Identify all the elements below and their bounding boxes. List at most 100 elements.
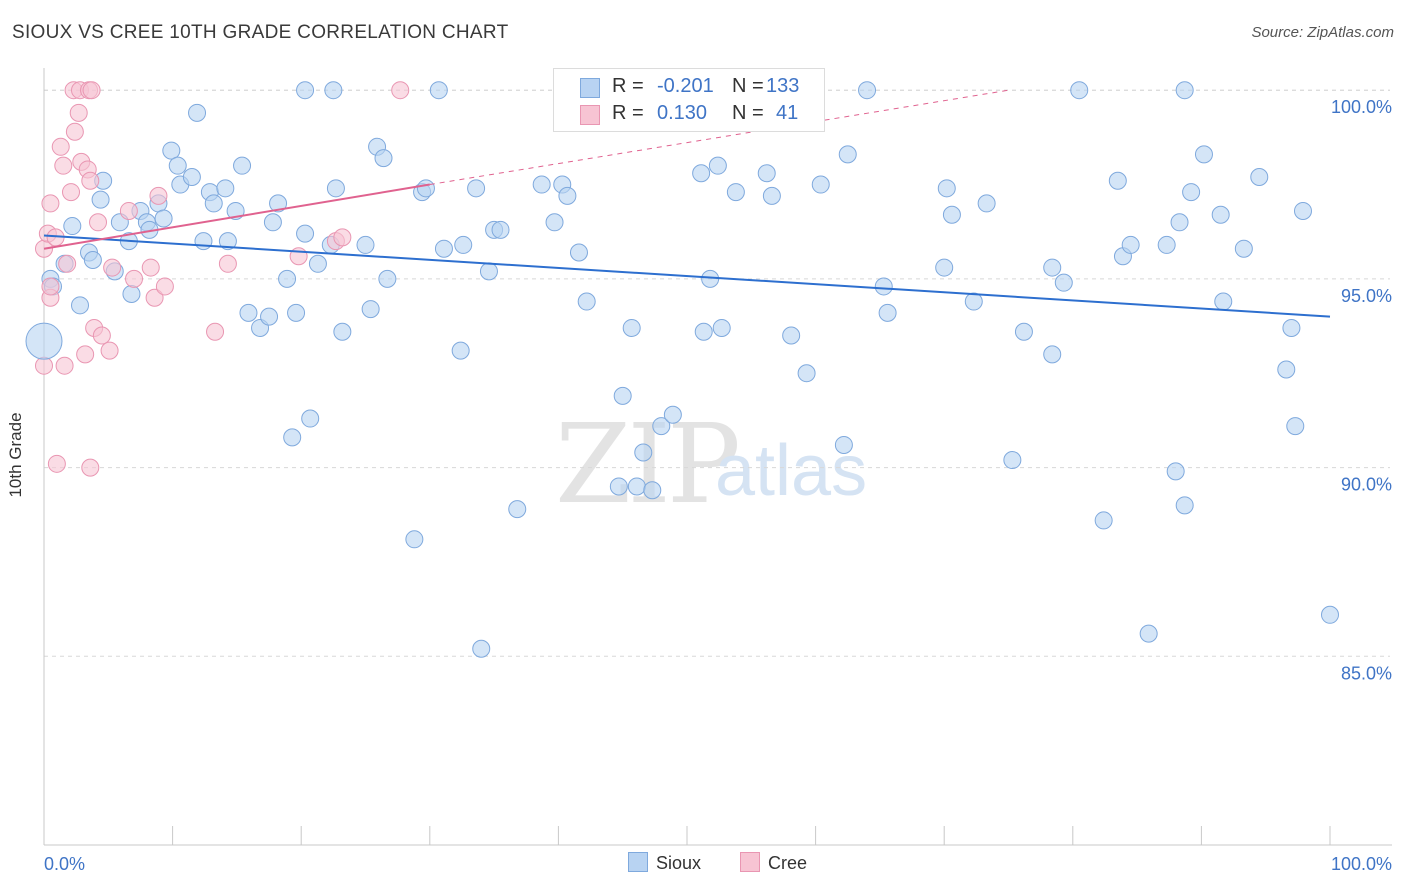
chart-title: SIOUX VS CREE 10TH GRADE CORRELATION CHA… [12, 22, 509, 43]
sioux-point [1043, 258, 1062, 277]
sioux-legend-swatch [628, 852, 648, 872]
sioux-point [1286, 417, 1305, 436]
sioux-point [1166, 462, 1185, 481]
sioux-point [491, 220, 510, 239]
watermark-zip: ZIP [555, 400, 741, 528]
sioux-point [91, 190, 110, 209]
sioux-point [878, 303, 897, 322]
sioux-legend-label: Sioux [656, 853, 702, 873]
sioux-point [204, 194, 223, 213]
cree-point [65, 122, 84, 141]
sioux-point [712, 318, 731, 337]
sioux-point [1014, 322, 1033, 341]
sioux-point [1250, 167, 1269, 186]
sioux-point [558, 186, 577, 205]
cree-point [149, 186, 168, 205]
sioux-point [663, 405, 682, 424]
sioux-point [1234, 239, 1253, 258]
sioux-point [1043, 345, 1062, 364]
cree-point [125, 269, 144, 288]
sioux-point [627, 477, 646, 496]
sioux-point [429, 81, 448, 100]
sioux-point [326, 179, 345, 198]
sioux-point [301, 409, 320, 428]
sioux-point [762, 186, 781, 205]
cree-legend-swatch [740, 852, 760, 872]
sioux-point [942, 205, 961, 224]
sioux-trend-line [43, 234, 1331, 318]
cree-point [206, 322, 225, 341]
sioux-point [182, 167, 201, 186]
sioux-point [263, 213, 282, 232]
sioux-point [1175, 81, 1194, 100]
sioux-point [168, 156, 187, 175]
source-label: Source: ZipAtlas.com [1251, 24, 1394, 41]
cree-point [51, 137, 70, 156]
sioux-point [874, 277, 893, 296]
sioux-point [296, 81, 315, 100]
cree-point [62, 183, 81, 202]
sioux-point [1070, 81, 1089, 100]
sioux-point [622, 318, 641, 337]
sioux-point [405, 530, 424, 549]
cree-point [58, 254, 77, 273]
y-tick-label: 95.0% [1341, 286, 1392, 306]
sioux-point [454, 235, 473, 254]
sioux-point [1211, 205, 1230, 224]
legend-r-label: R = [612, 75, 644, 97]
sioux-point [1214, 292, 1233, 311]
sioux-point [188, 103, 207, 122]
sioux-point [472, 639, 491, 658]
y-tick-label: 100.0% [1331, 97, 1392, 117]
sioux-point [1108, 171, 1127, 190]
sioux-point [1175, 496, 1194, 515]
sioux-point [296, 224, 315, 243]
sioux-point [782, 326, 801, 345]
sioux-point-large [25, 322, 63, 360]
cree-point [54, 156, 73, 175]
sioux-point [1293, 201, 1312, 220]
sioux-point [811, 175, 830, 194]
sioux-point [218, 232, 237, 251]
sioux-point [1139, 624, 1158, 643]
sioux-point [83, 251, 102, 270]
legend-n-label: N = [732, 102, 764, 124]
cree-point [81, 458, 100, 477]
cree-point [119, 201, 138, 220]
cree-point [92, 326, 111, 345]
y-tick-label: 90.0% [1341, 475, 1392, 495]
cree-swatch [580, 105, 600, 125]
sioux-point [1277, 360, 1296, 379]
sioux-point [467, 179, 486, 198]
cree-point [89, 213, 108, 232]
bottom-legend-cree: Cree [740, 852, 807, 874]
sioux-point [1321, 605, 1339, 624]
sioux-point [577, 292, 596, 311]
legend-n-value: 41 [776, 102, 799, 124]
sioux-point [233, 156, 252, 175]
sioux-point [797, 364, 816, 383]
cree-point [69, 103, 88, 122]
sioux-point [269, 194, 288, 213]
sioux-point [757, 164, 776, 183]
sioux-point [652, 417, 671, 436]
sioux-point [333, 322, 352, 341]
sioux-point [239, 303, 258, 322]
sioux-point [1054, 273, 1073, 292]
sioux-point [694, 322, 713, 341]
sioux-point [937, 179, 956, 198]
x-tick-label-max: 100.0% [1331, 854, 1392, 874]
sioux-point [634, 443, 653, 462]
cree-trend-extension [429, 89, 1009, 186]
legend-n-label: N = [732, 75, 764, 97]
cree-point [41, 194, 60, 213]
sioux-point [508, 500, 527, 519]
sioux-point [1121, 235, 1140, 254]
sioux-point [216, 179, 235, 198]
sioux-point [361, 300, 380, 319]
sioux-point [278, 269, 297, 288]
cree-point [100, 341, 119, 360]
sioux-point [545, 213, 564, 232]
legend-r-value: 0.130 [657, 102, 708, 124]
